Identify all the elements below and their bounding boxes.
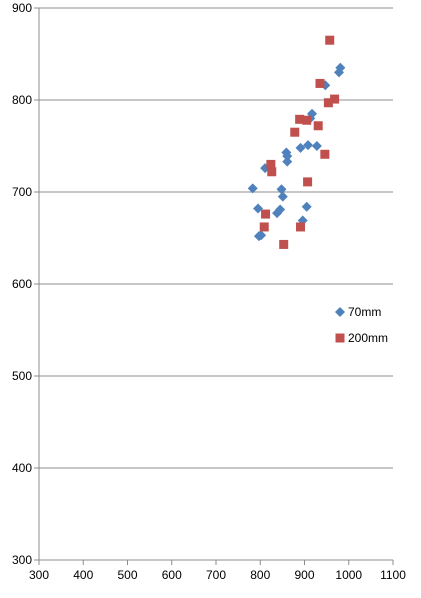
data-point-200mm (266, 159, 276, 169)
x-tick-label: 900 (294, 568, 314, 582)
y-tick-label: 800 (12, 93, 32, 107)
data-point-200mm (315, 78, 325, 88)
legend-marker-70mm (335, 307, 345, 317)
data-point-70mm (335, 62, 346, 73)
data-point-200mm (296, 222, 306, 232)
data-point-70mm (277, 191, 288, 202)
x-tick-label: 1000 (335, 568, 362, 582)
data-points (247, 35, 346, 249)
y-tick-label: 600 (12, 277, 32, 291)
x-tick-label: 500 (117, 568, 137, 582)
legend-label: 200mm (348, 331, 388, 345)
legend-marker-200mm (335, 333, 345, 343)
x-tick-label: 300 (29, 568, 49, 582)
axes (34, 7, 394, 565)
x-tick-label: 400 (73, 568, 93, 582)
tick-labels: 300 400 500 600 700 800 900 300 400 500 600 700 800 9… (12, 1, 406, 582)
y-tick-label: 700 (12, 185, 32, 199)
data-point-200mm (325, 35, 335, 45)
x-tick-label: 700 (206, 568, 226, 582)
data-point-200mm (279, 239, 289, 249)
data-point-70mm (275, 204, 286, 215)
y-tick-label: 300 (12, 553, 32, 567)
x-tick-label: 600 (162, 568, 182, 582)
data-point-200mm (261, 209, 271, 219)
x-tick-label: 1100 (380, 568, 406, 582)
data-point-70mm (256, 230, 267, 241)
gridlines (39, 7, 393, 469)
data-point-200mm (302, 115, 312, 125)
x-tick-label: 800 (250, 568, 270, 582)
data-point-70mm (253, 203, 264, 214)
y-tick-label: 400 (12, 461, 32, 475)
data-point-200mm (267, 167, 277, 177)
data-point-200mm (290, 127, 300, 137)
data-point-70mm (282, 156, 293, 167)
data-point-200mm (330, 94, 340, 104)
data-point-70mm (301, 201, 312, 212)
data-point-70mm (276, 184, 287, 195)
data-point-70mm (247, 183, 258, 194)
data-point-70mm (295, 142, 306, 153)
data-point-70mm (311, 141, 322, 151)
y-tick-label: 500 (12, 369, 32, 383)
y-tick-label: 900 (12, 1, 32, 15)
data-point-200mm (323, 98, 333, 108)
data-point-200mm (295, 114, 305, 124)
data-point-70mm (303, 140, 314, 151)
data-point-200mm (313, 121, 323, 131)
data-point-200mm (259, 222, 269, 232)
legend: 70mm 200mm (335, 305, 388, 345)
data-point-70mm (282, 151, 293, 162)
data-point-200mm (320, 149, 330, 159)
data-point-200mm (303, 177, 313, 187)
legend-label: 70mm (348, 305, 381, 319)
